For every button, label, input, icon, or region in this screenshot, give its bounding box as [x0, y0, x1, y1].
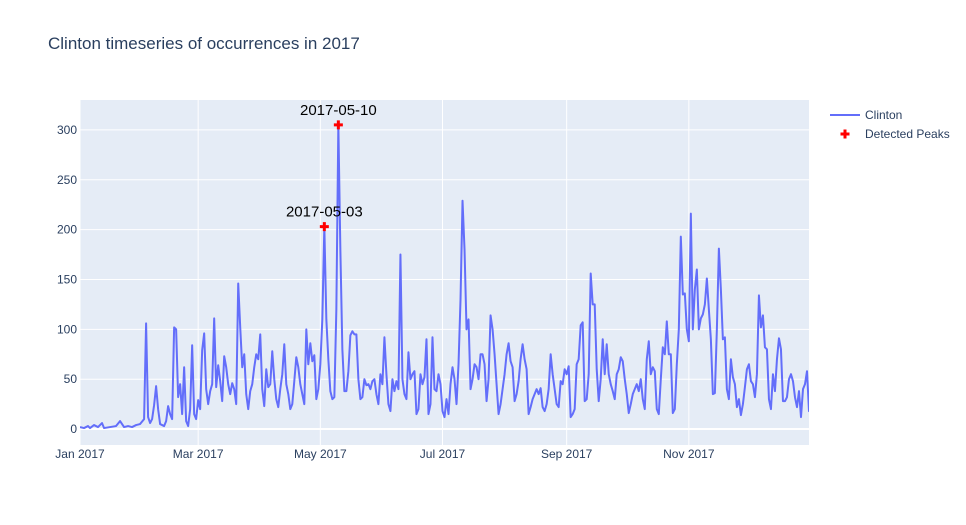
- y-tick-label: 250: [57, 173, 77, 187]
- plot-background: [80, 100, 809, 445]
- x-tick-label: May 2017: [294, 447, 347, 461]
- x-tick-label: Nov 2017: [663, 447, 715, 461]
- peak-annotation: 2017-05-03: [286, 204, 363, 221]
- legend[interactable]: Clinton Detected Peaks: [830, 108, 950, 141]
- y-tick-label: 150: [57, 272, 77, 286]
- peak-marker: [319, 222, 329, 232]
- x-tick-label: Jan 2017: [55, 447, 105, 461]
- y-tick-label: 50: [64, 372, 78, 386]
- peak-marker: [333, 120, 343, 130]
- peak-annotation: 2017-05-10: [300, 102, 377, 119]
- series-lines: [80, 123, 809, 430]
- x-tick-label: Jul 2017: [420, 447, 466, 461]
- x-axis: Jan 2017 Mar 2017 May 2017 Jul 2017 Sep 2017…: [55, 447, 715, 461]
- detected-peaks: 2017-05-03 2017-05-10: [286, 102, 377, 232]
- legend-label: Detected Peaks: [865, 127, 950, 141]
- y-axis: 0 50 100 150 200 250 300: [57, 123, 77, 436]
- legend-item-detected-peaks[interactable]: Detected Peaks: [840, 127, 950, 141]
- legend-item-clinton[interactable]: Clinton: [830, 108, 902, 122]
- legend-label: Clinton: [865, 108, 902, 122]
- chart-title: Clinton timeseries of occurrences in 201…: [48, 34, 360, 53]
- y-tick-label: 200: [57, 223, 77, 237]
- y-tick-label: 300: [57, 123, 77, 137]
- x-tick-label: Mar 2017: [173, 447, 224, 461]
- series-line-clinton: [80, 123, 809, 430]
- y-tick-label: 100: [57, 322, 77, 336]
- legend-cross-swatch: [840, 129, 850, 139]
- y-tick-label: 0: [70, 422, 77, 436]
- x-tick-label: Sep 2017: [541, 447, 593, 461]
